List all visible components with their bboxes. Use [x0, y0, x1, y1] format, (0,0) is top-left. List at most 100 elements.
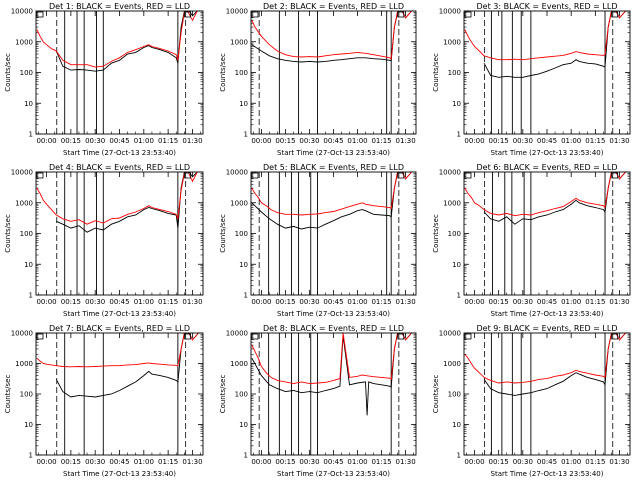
- x-tick-label: 01:30: [182, 298, 202, 306]
- chart-title: Det 3: BLACK = Events, RED = LLD: [477, 2, 618, 11]
- plot-frame: [35, 171, 204, 296]
- plot-frame: [250, 10, 417, 135]
- y-tick-label: 10000: [439, 8, 461, 16]
- x-tick-label: 00:30: [513, 458, 533, 466]
- y-tick-label: 1000: [443, 38, 461, 46]
- y-tick-label: 1000: [443, 360, 461, 368]
- y-tick-label: 1000: [230, 360, 248, 368]
- x-axis-label: Start Time (27-Oct-13 23:53:40): [63, 310, 176, 318]
- x-tick-label: 01:15: [585, 137, 605, 145]
- x-tick-label: 00:00: [464, 458, 484, 466]
- x-tick-label: 00:15: [61, 137, 81, 145]
- y-axis-label: Counts/sec: [4, 375, 12, 414]
- x-axis-label: Start Time (27-Oct-13 23:53:40): [277, 470, 390, 478]
- y-tick-label: 1000: [230, 199, 248, 207]
- y-axis-label: Counts/sec: [219, 375, 227, 414]
- corner-marker-box-right: [184, 172, 191, 179]
- y-tick-label: 10000: [439, 169, 461, 177]
- plot-frame: [250, 332, 417, 456]
- x-tick-label: 01:30: [609, 298, 629, 306]
- x-tick-label: 00:45: [109, 458, 129, 466]
- series-line-lld: [36, 172, 198, 225]
- x-tick-label: 01:00: [347, 298, 367, 306]
- corner-marker-box: [464, 172, 472, 179]
- y-tick-label: 100: [235, 69, 248, 77]
- chart-title: Det 7: BLACK = Events, RED = LLD: [49, 324, 190, 333]
- x-tick-label: 00:15: [275, 137, 295, 145]
- plot-frame: [250, 171, 417, 296]
- y-tick-label: 1: [244, 452, 248, 460]
- x-tick-label: 00:45: [323, 298, 343, 306]
- corner-marker-box: [36, 11, 44, 18]
- detector-panel-5: Det 5: BLACK = Events, RED = LLD Counts/s…: [219, 163, 417, 318]
- x-tick-label: 00:45: [109, 298, 129, 306]
- y-tick-label: 10000: [226, 330, 248, 338]
- x-axis-label: Start Time (27-Oct-13 23:53:40): [277, 310, 390, 318]
- x-axis-label: Start Time (27-Oct-13 23:53:40): [63, 149, 176, 157]
- x-tick-label: 00:15: [489, 458, 509, 466]
- plot-frame: [463, 171, 631, 296]
- y-tick-label: 1000: [15, 360, 33, 368]
- x-tick-label: 01:30: [609, 137, 629, 145]
- chart-title: Det 2: BLACK = Events, RED = LLD: [263, 2, 404, 11]
- y-axis-label: Counts/sec: [432, 214, 440, 253]
- x-tick-label: 01:00: [134, 458, 154, 466]
- x-tick-label: 00:00: [36, 137, 56, 145]
- x-tick-label: 00:15: [275, 298, 295, 306]
- y-tick-label: 10000: [11, 330, 33, 338]
- y-tick-label: 100: [20, 69, 33, 77]
- corner-marker-box-right: [611, 172, 619, 179]
- y-tick-label: 1: [29, 292, 33, 300]
- y-tick-label: 10: [24, 261, 33, 269]
- y-tick-label: 1: [244, 292, 248, 300]
- x-tick-label: 00:15: [489, 298, 509, 306]
- x-tick-label: 00:15: [61, 458, 81, 466]
- x-tick-label: 00:30: [299, 298, 319, 306]
- plot-frame: [35, 10, 204, 135]
- detector-panel-7: Det 7: BLACK = Events, RED = LLD Counts/s…: [4, 324, 204, 478]
- x-tick-label: 01:00: [347, 137, 367, 145]
- chart-title: Det 4: BLACK = Events, RED = LLD: [49, 163, 190, 172]
- x-axis-label: Start Time (27-Oct-13 23:53:40): [491, 149, 604, 157]
- plot-area: [464, 333, 626, 455]
- corner-marker-box: [251, 172, 259, 179]
- corner-marker-box-right: [397, 172, 405, 179]
- y-tick-label: 10: [239, 261, 248, 269]
- x-tick-label: 01:00: [134, 137, 154, 145]
- y-tick-label: 100: [20, 391, 33, 399]
- x-tick-label: 00:15: [61, 298, 81, 306]
- y-tick-label: 100: [235, 391, 248, 399]
- x-tick-label: 00:45: [323, 137, 343, 145]
- x-tick-label: 00:00: [464, 137, 484, 145]
- series-line-lld: [36, 333, 199, 368]
- series-line-events: [56, 172, 198, 233]
- y-tick-label: 1: [244, 131, 248, 139]
- y-axis-label: Counts/sec: [432, 53, 440, 92]
- y-axis-label: Counts/sec: [219, 214, 227, 253]
- x-tick-label: 01:00: [134, 298, 154, 306]
- plot-frame: [463, 10, 631, 135]
- x-tick-label: 00:30: [513, 137, 533, 145]
- series-line-lld: [464, 333, 626, 384]
- series-line-lld: [251, 172, 412, 216]
- series-line-events: [55, 11, 198, 72]
- x-tick-label: 00:45: [537, 137, 557, 145]
- plot-frame: [463, 332, 631, 456]
- x-tick-label: 01:00: [561, 298, 581, 306]
- plot-area: [251, 172, 412, 295]
- x-tick-label: 00:45: [537, 458, 557, 466]
- series-line-events: [55, 333, 199, 398]
- series-line-lld: [36, 11, 198, 68]
- detector-panel-1: Det 1: BLACK = Events, RED = LLD Counts/s…: [4, 2, 204, 157]
- x-tick-label: 00:45: [537, 298, 557, 306]
- y-tick-label: 10000: [226, 8, 248, 16]
- y-tick-label: 1000: [443, 199, 461, 207]
- detector-panel-8: Det 8: BLACK = Events, RED = LLD Counts/s…: [219, 324, 417, 478]
- detector-panel-6: Det 6: BLACK = Events, RED = LLD Counts/s…: [432, 163, 631, 318]
- y-tick-label: 10000: [11, 169, 33, 177]
- x-axis-label: Start Time (27-Oct-13 23:53:40): [63, 470, 176, 478]
- x-tick-label: 01:15: [371, 298, 391, 306]
- x-tick-label: 01:15: [158, 298, 178, 306]
